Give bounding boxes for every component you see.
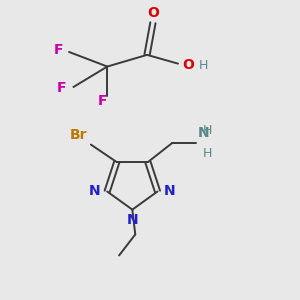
Text: F: F <box>54 44 64 58</box>
Text: F: F <box>57 81 66 94</box>
Text: O: O <box>182 58 194 72</box>
Text: N: N <box>198 126 209 140</box>
Text: O: O <box>147 6 159 20</box>
Text: H: H <box>203 148 212 160</box>
Text: N: N <box>127 212 138 226</box>
Text: N: N <box>89 184 101 199</box>
Text: Br: Br <box>70 128 87 142</box>
Text: H: H <box>199 59 208 72</box>
Text: F: F <box>98 94 107 108</box>
Text: N: N <box>164 184 176 199</box>
Text: H: H <box>203 124 212 137</box>
